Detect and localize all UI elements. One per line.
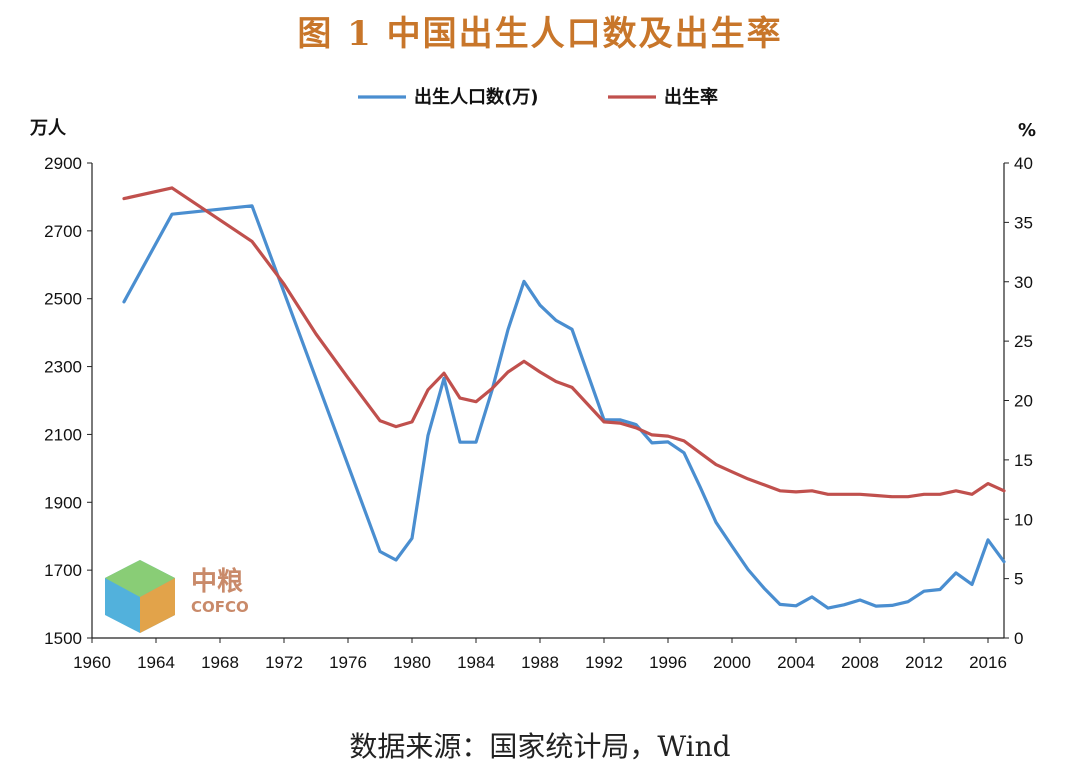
x-tick-label: 1960 [73, 653, 111, 672]
y-right-tick-label: 10 [1014, 510, 1033, 529]
x-tick-label: 1984 [457, 653, 495, 672]
legend-label-1: 出生率 [664, 86, 718, 108]
legend-label-0: 出生人口数(万) [414, 86, 538, 108]
y-left-tick-label: 1900 [44, 493, 82, 512]
right-axis-unit: % [1018, 120, 1036, 141]
y-left-tick-label: 2700 [44, 222, 82, 241]
y-right-tick-label: 30 [1014, 273, 1033, 292]
y-right-tick-label: 40 [1014, 154, 1033, 173]
y-right-tick-label: 15 [1014, 451, 1033, 470]
y-right-tick-label: 25 [1014, 332, 1033, 351]
series-line-0 [122, 204, 1006, 610]
legend: 出生人口数(万) 出生率 [358, 86, 718, 108]
x-tick-label: 2000 [713, 653, 751, 672]
chart-title: 图 1 中国出生人口数及出生率 [297, 14, 783, 54]
plot-area [122, 186, 1006, 610]
axes: 1500 1700 1900 2100 2300 2500 2700 2900 0 5 10 15 20… [29, 118, 1036, 672]
x-tick-label: 2004 [777, 653, 815, 672]
y-left-tick-label: 1500 [44, 629, 82, 648]
x-tick-label: 1996 [649, 653, 687, 672]
y-right-tick-label: 5 [1014, 570, 1023, 589]
y-right-tick-label: 35 [1014, 213, 1033, 232]
y-left-tick-label: 2300 [44, 358, 82, 377]
cofco-logo: 中粮 COFCO [105, 560, 249, 633]
x-tick-label: 1992 [585, 653, 623, 672]
y-left-tick-label: 2500 [44, 290, 82, 309]
x-tick-label: 2016 [969, 653, 1007, 672]
x-tick-label: 1988 [521, 653, 559, 672]
x-tick-label: 1976 [329, 653, 367, 672]
x-tick-label: 1980 [393, 653, 431, 672]
y-left-tick-label: 2100 [44, 425, 82, 444]
x-tick-label: 2012 [905, 653, 943, 672]
source-note: 数据来源：国家统计局，Wind [349, 730, 731, 763]
x-tick-label: 1964 [137, 653, 175, 672]
x-tick-label: 1968 [201, 653, 239, 672]
x-tick-label: 1972 [265, 653, 303, 672]
y-right-tick-label: 0 [1014, 629, 1023, 648]
logo-text-en: COFCO [191, 598, 249, 616]
logo-text-cn: 中粮 [191, 566, 243, 597]
y-left-tick-label: 2900 [44, 154, 82, 173]
y-right-tick-label: 20 [1014, 392, 1033, 411]
series-line-1 [122, 186, 1006, 499]
x-tick-label: 2008 [841, 653, 879, 672]
left-axis-unit: 万人 [29, 118, 67, 139]
y-left-tick-label: 1700 [44, 561, 82, 580]
